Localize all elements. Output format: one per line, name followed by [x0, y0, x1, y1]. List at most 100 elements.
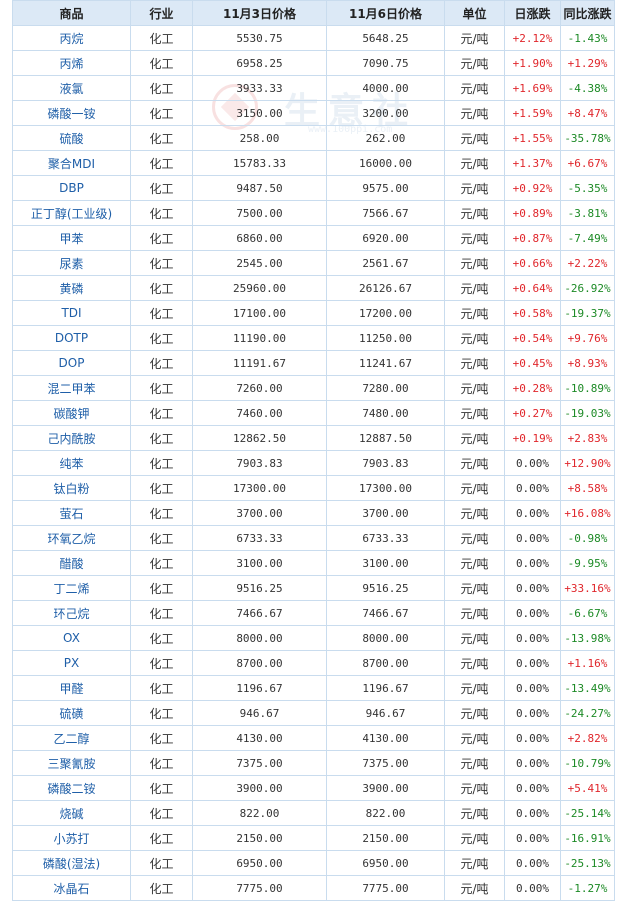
- daily-change-cell: +0.27%: [504, 400, 561, 426]
- yoy-change-cell: -0.98%: [560, 525, 615, 551]
- industry-cell: 化工: [130, 675, 193, 701]
- price-nov3-cell: 3700.00: [192, 500, 327, 526]
- commodity-name-link[interactable]: 己内酰胺: [12, 425, 131, 451]
- yoy-change-cell: -6.67%: [560, 600, 615, 626]
- commodity-name-link[interactable]: 碳酸钾: [12, 400, 131, 426]
- price-nov6-cell: 7280.00: [326, 375, 445, 401]
- industry-cell: 化工: [130, 375, 193, 401]
- unit-cell: 元/吨: [444, 675, 505, 701]
- price-nov3-cell: 25960.00: [192, 275, 327, 301]
- unit-cell: 元/吨: [444, 225, 505, 251]
- commodity-name-link[interactable]: OX: [12, 625, 131, 651]
- industry-cell: 化工: [130, 550, 193, 576]
- price-nov6-cell: 4000.00: [326, 75, 445, 101]
- daily-change-cell: 0.00%: [504, 525, 561, 551]
- price-nov6-cell: 2150.00: [326, 825, 445, 851]
- commodity-name-link[interactable]: 硫磺: [12, 700, 131, 726]
- unit-cell: 元/吨: [444, 325, 505, 351]
- industry-cell: 化工: [130, 775, 193, 801]
- price-nov3-cell: 4130.00: [192, 725, 327, 751]
- table-row: OX 化工 8000.00 8000.00 元/吨 0.00% -13.98%: [12, 625, 615, 651]
- commodity-name-link[interactable]: 混二甲苯: [12, 375, 131, 401]
- yoy-change-cell: +5.41%: [560, 775, 615, 801]
- commodity-name-link[interactable]: DBP: [12, 175, 131, 201]
- price-nov6-cell: 2561.67: [326, 250, 445, 276]
- commodity-name-link[interactable]: 甲苯: [12, 225, 131, 251]
- price-nov6-cell: 11250.00: [326, 325, 445, 351]
- industry-cell: 化工: [130, 600, 193, 626]
- price-nov3-cell: 7500.00: [192, 200, 327, 226]
- table-row: 液氯 化工 3933.33 4000.00 元/吨 +1.69% -4.38%: [12, 75, 615, 101]
- price-nov6-cell: 8000.00: [326, 625, 445, 651]
- commodity-name-link[interactable]: 磷酸二铵: [12, 775, 131, 801]
- unit-cell: 元/吨: [444, 350, 505, 376]
- commodity-name-link[interactable]: 三聚氰胺: [12, 750, 131, 776]
- unit-cell: 元/吨: [444, 750, 505, 776]
- commodity-name-link[interactable]: PX: [12, 650, 131, 676]
- commodity-name-link[interactable]: 环氧乙烷: [12, 525, 131, 551]
- table-row: 磷酸二铵 化工 3900.00 3900.00 元/吨 0.00% +5.41%: [12, 775, 615, 801]
- price-nov6-cell: 7566.67: [326, 200, 445, 226]
- price-nov6-cell: 11241.67: [326, 350, 445, 376]
- commodity-name-link[interactable]: DOTP: [12, 325, 131, 351]
- price-nov3-cell: 822.00: [192, 800, 327, 826]
- table-row: 萤石 化工 3700.00 3700.00 元/吨 0.00% +16.08%: [12, 500, 615, 526]
- commodity-name-link[interactable]: 萤石: [12, 500, 131, 526]
- unit-cell: 元/吨: [444, 175, 505, 201]
- price-nov6-cell: 6920.00: [326, 225, 445, 251]
- commodity-name-link[interactable]: 丁二烯: [12, 575, 131, 601]
- table-row: DBP 化工 9487.50 9575.00 元/吨 +0.92% -5.35%: [12, 175, 615, 201]
- daily-change-cell: 0.00%: [504, 450, 561, 476]
- table-row: 乙二醇 化工 4130.00 4130.00 元/吨 0.00% +2.82%: [12, 725, 615, 751]
- price-nov3-cell: 7903.83: [192, 450, 327, 476]
- commodity-name-link[interactable]: 钛白粉: [12, 475, 131, 501]
- price-nov6-cell: 8700.00: [326, 650, 445, 676]
- price-nov6-cell: 1196.67: [326, 675, 445, 701]
- price-nov6-cell: 3900.00: [326, 775, 445, 801]
- table-row: 黄磷 化工 25960.00 26126.67 元/吨 +0.64% -26.92%: [12, 275, 615, 301]
- yoy-change-cell: +1.29%: [560, 50, 615, 76]
- commodity-name-link[interactable]: TDI: [12, 300, 131, 326]
- daily-change-cell: +0.66%: [504, 250, 561, 276]
- commodity-name-link[interactable]: 正丁醇(工业级): [12, 200, 131, 226]
- table-row: 丁二烯 化工 9516.25 9516.25 元/吨 0.00% +33.16%: [12, 575, 615, 601]
- industry-cell: 化工: [130, 700, 193, 726]
- price-nov3-cell: 12862.50: [192, 425, 327, 451]
- commodity-name-link[interactable]: 醋酸: [12, 550, 131, 576]
- price-nov3-cell: 9487.50: [192, 175, 327, 201]
- commodity-name-link[interactable]: 乙二醇: [12, 725, 131, 751]
- commodity-name-link[interactable]: 烧碱: [12, 800, 131, 826]
- table-row: 正丁醇(工业级) 化工 7500.00 7566.67 元/吨 +0.89% -3.81%: [12, 200, 615, 226]
- commodity-name-link[interactable]: 磷酸一铵: [12, 100, 131, 126]
- yoy-change-cell: -16.91%: [560, 825, 615, 851]
- yoy-change-cell: -13.98%: [560, 625, 615, 651]
- commodity-name-link[interactable]: 液氯: [12, 75, 131, 101]
- commodity-name-link[interactable]: 环己烷: [12, 600, 131, 626]
- yoy-change-cell: -19.37%: [560, 300, 615, 326]
- price-nov3-cell: 6860.00: [192, 225, 327, 251]
- unit-cell: 元/吨: [444, 75, 505, 101]
- table-row: 碳酸钾 化工 7460.00 7480.00 元/吨 +0.27% -19.03%: [12, 400, 615, 426]
- industry-cell: 化工: [130, 725, 193, 751]
- table-row: DOP 化工 11191.67 11241.67 元/吨 +0.45% +8.93%: [12, 350, 615, 376]
- industry-cell: 化工: [130, 325, 193, 351]
- commodity-name-link[interactable]: 尿素: [12, 250, 131, 276]
- commodity-name-link[interactable]: 聚合MDI: [12, 150, 131, 176]
- commodity-name-link[interactable]: 磷酸(湿法): [12, 850, 131, 876]
- daily-change-cell: +1.55%: [504, 125, 561, 151]
- daily-change-cell: +0.19%: [504, 425, 561, 451]
- commodity-name-link[interactable]: 小苏打: [12, 825, 131, 851]
- daily-change-cell: 0.00%: [504, 475, 561, 501]
- commodity-name-link[interactable]: 甲醛: [12, 675, 131, 701]
- price-nov6-cell: 9575.00: [326, 175, 445, 201]
- commodity-name-link[interactable]: 黄磷: [12, 275, 131, 301]
- daily-change-cell: +0.89%: [504, 200, 561, 226]
- commodity-name-link[interactable]: 硫酸: [12, 125, 131, 151]
- commodity-name-link[interactable]: 丙烷: [12, 25, 131, 51]
- daily-change-cell: +1.69%: [504, 75, 561, 101]
- unit-cell: 元/吨: [444, 100, 505, 126]
- commodity-name-link[interactable]: 丙烯: [12, 50, 131, 76]
- commodity-name-link[interactable]: 纯苯: [12, 450, 131, 476]
- commodity-name-link[interactable]: DOP: [12, 350, 131, 376]
- unit-cell: 元/吨: [444, 550, 505, 576]
